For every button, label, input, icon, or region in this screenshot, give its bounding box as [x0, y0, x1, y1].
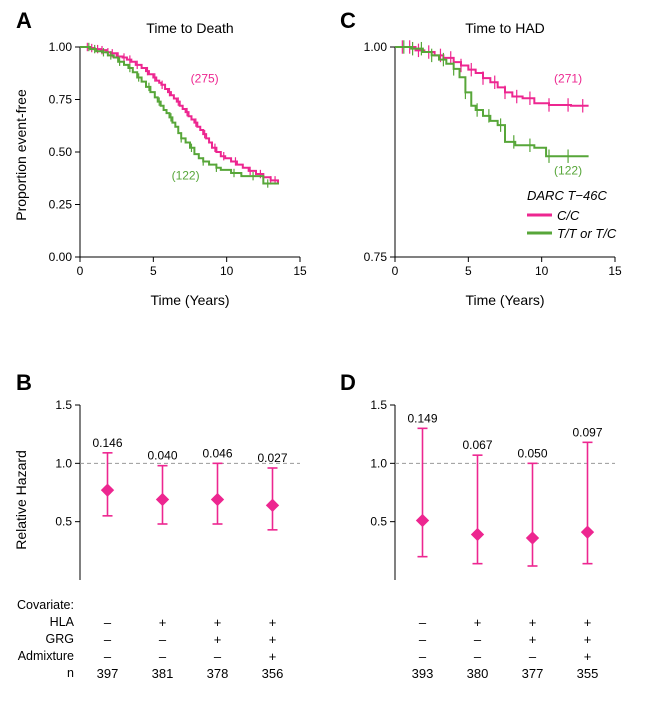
panel-a-title: Time to Death: [146, 20, 233, 36]
svg-text:1.00: 1.00: [364, 40, 388, 54]
svg-text:1.0: 1.0: [55, 456, 72, 470]
cov-cell: –: [96, 632, 120, 647]
legend-title: DARC T−46C: [527, 188, 607, 203]
cov-n-cell: 397: [90, 666, 126, 681]
cov-n-cell: 380: [460, 666, 496, 681]
svg-text:0.5: 0.5: [55, 515, 72, 529]
svg-text:0.00: 0.00: [49, 250, 73, 264]
cov-cell: +: [206, 632, 230, 647]
cov-cell: –: [466, 649, 490, 664]
panel-c-axes: 0 5 10 15 0.75 1.00: [364, 40, 622, 278]
cov-n-cell: 378: [200, 666, 236, 681]
panel-a-axes: 0 5 10 15 0.00 0.25 0.50 0.75 1.00: [49, 40, 307, 278]
panel-a-svg: Time to Death 0 5 10 15 0.00 0.25 0.50 0.75 1.00…: [40, 15, 320, 315]
svg-text:1.00: 1.00: [49, 40, 73, 54]
cov-cell: +: [521, 632, 545, 647]
svg-text:0.097: 0.097: [572, 425, 602, 439]
cov-cell: –: [521, 649, 545, 664]
cov-cell: –: [411, 632, 435, 647]
cov-cell: –: [96, 649, 120, 664]
cov-cell: +: [521, 615, 545, 630]
svg-text:0: 0: [77, 264, 84, 278]
svg-text:0: 0: [392, 264, 399, 278]
panel-b-forest: 0.146 0.040 0.046 0.027: [92, 436, 287, 530]
cov-cell: –: [151, 632, 175, 647]
cov-cell: +: [261, 649, 285, 664]
panel-label-b: B: [16, 370, 32, 396]
cov-row-hla: HLA: [0, 615, 74, 629]
cov-cell: +: [261, 632, 285, 647]
svg-text:1.5: 1.5: [370, 398, 387, 412]
legend-label-0: C/C: [557, 208, 580, 223]
svg-text:(271): (271): [554, 71, 582, 85]
ylabel-survival: Proportion event-free: [13, 89, 29, 221]
cov-row-admix: Admixture: [0, 649, 74, 663]
cov-cell: –: [151, 649, 175, 664]
panel-b-svg: 0.5 1.0 1.5 0.146 0.040 0.046 0.027: [40, 395, 320, 605]
svg-text:0.5: 0.5: [370, 515, 387, 529]
svg-text:0.146: 0.146: [92, 436, 122, 450]
svg-text:5: 5: [150, 264, 157, 278]
cov-n-cell: 377: [515, 666, 551, 681]
ylabel-hazard: Relative Hazard: [13, 450, 29, 550]
svg-text:0.75: 0.75: [364, 250, 388, 264]
panel-c-xlabel: Time (Years): [465, 292, 544, 308]
panel-d-forest: 0.149 0.067 0.050 0.097: [407, 411, 602, 566]
svg-text:1.5: 1.5: [55, 398, 72, 412]
svg-text:0.050: 0.050: [517, 446, 547, 460]
figure-root: A C B D Time to Death 0510150.000.250.50…: [0, 0, 653, 713]
svg-text:(122): (122): [172, 168, 200, 182]
cov-cell: +: [206, 615, 230, 630]
cov-cell: +: [576, 632, 600, 647]
svg-text:0.027: 0.027: [257, 451, 287, 465]
svg-text:5: 5: [465, 264, 472, 278]
cov-header: Covariate:: [0, 598, 74, 612]
cov-cell: +: [576, 615, 600, 630]
cov-cell: +: [261, 615, 285, 630]
panel-d-svg: 0.5 1.0 1.5 0.149 0.067 0.050 0.097: [355, 395, 635, 605]
cov-cell: –: [411, 615, 435, 630]
panel-b-axes: 0.5 1.0 1.5: [55, 398, 300, 580]
row1-yaxis-title: Proportion event-free: [8, 25, 38, 285]
panel-a-series: (275) (122): [80, 43, 278, 188]
panel-a-xlabel: Time (Years): [150, 292, 229, 308]
svg-text:0.50: 0.50: [49, 145, 73, 159]
svg-text:(122): (122): [554, 164, 582, 178]
svg-text:10: 10: [535, 264, 549, 278]
cov-cell: –: [206, 649, 230, 664]
svg-text:0.25: 0.25: [49, 198, 73, 212]
svg-text:0.75: 0.75: [49, 93, 73, 107]
svg-text:15: 15: [293, 264, 307, 278]
cov-cell: +: [466, 615, 490, 630]
panel-c-series: (271) (122): [395, 40, 589, 177]
cov-n-cell: 381: [145, 666, 181, 681]
cov-n-cell: 393: [405, 666, 441, 681]
svg-text:0.046: 0.046: [202, 446, 232, 460]
svg-text:(275): (275): [191, 72, 219, 86]
row2-yaxis-title: Relative Hazard: [8, 400, 38, 600]
svg-text:10: 10: [220, 264, 234, 278]
cov-n-cell: 356: [255, 666, 291, 681]
panel-c-svg: Time to HAD 0 5 10 15 0.75 1.00 (271) (122) Ti…: [355, 15, 650, 315]
svg-text:15: 15: [608, 264, 622, 278]
cov-n-cell: 355: [570, 666, 606, 681]
panel-label-d: D: [340, 370, 356, 396]
legend-label-1: T/T or T/C: [557, 226, 617, 241]
cov-row-grg: GRG: [0, 632, 74, 646]
cov-cell: +: [151, 615, 175, 630]
cov-row-n: n: [0, 666, 74, 680]
svg-text:0.040: 0.040: [147, 449, 177, 463]
svg-text:1.0: 1.0: [370, 456, 387, 470]
panel-label-c: C: [340, 8, 356, 34]
cov-cell: –: [466, 632, 490, 647]
cov-cell: –: [96, 615, 120, 630]
panel-c-title: Time to HAD: [465, 20, 545, 36]
svg-text:0.149: 0.149: [407, 411, 437, 425]
svg-text:0.067: 0.067: [462, 438, 492, 452]
legend: DARC T−46C C/C T/T or T/C: [527, 188, 617, 241]
cov-cell: +: [576, 649, 600, 664]
cov-cell: –: [411, 649, 435, 664]
